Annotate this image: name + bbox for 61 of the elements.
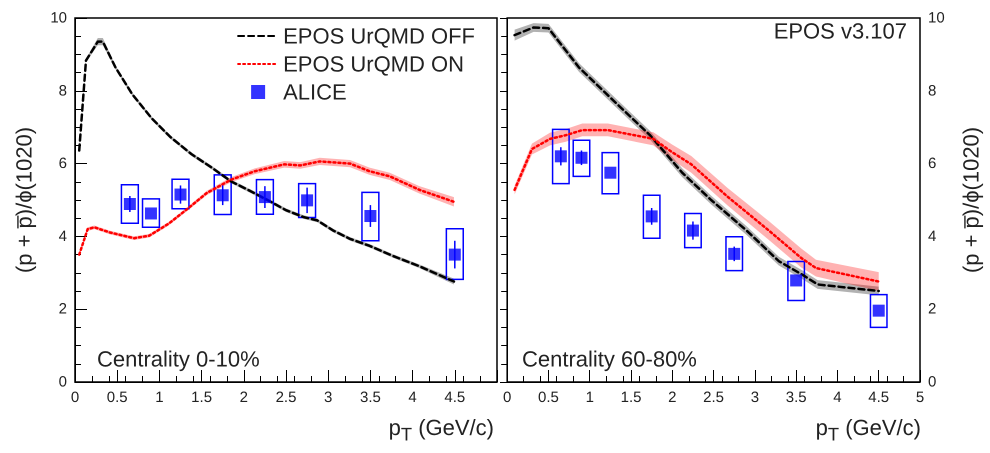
bar bbox=[171, 178, 190, 210]
legend-label: ALICE bbox=[283, 80, 347, 104]
x-tick-label: 1 bbox=[155, 389, 164, 406]
x-tick-label: 2.5 bbox=[276, 389, 296, 406]
bar bbox=[601, 152, 620, 195]
bar bbox=[552, 128, 570, 184]
x-tick-label: 2 bbox=[668, 389, 676, 406]
y-tick-label: 8 bbox=[928, 82, 936, 100]
y-tick-label: 2 bbox=[928, 300, 936, 318]
x-tick-label: 5 bbox=[916, 389, 924, 406]
y-tick-label: 8 bbox=[58, 82, 67, 100]
x-tick-label: 3 bbox=[324, 389, 332, 406]
legend-label: EPOS UrQMD ON bbox=[283, 52, 464, 76]
x-axis-title: p$_{T}$ (GeV/c) bbox=[388, 414, 494, 445]
x-tick-label: 3.5 bbox=[786, 389, 807, 406]
point bbox=[554, 150, 567, 162]
bar bbox=[787, 260, 806, 302]
y-tick-label: 0 bbox=[928, 374, 936, 390]
bar bbox=[214, 174, 232, 216]
bar bbox=[298, 182, 316, 218]
bar bbox=[142, 198, 160, 228]
y-tick-label: 6 bbox=[928, 155, 936, 172]
bar bbox=[120, 184, 140, 224]
y-tick-label: 4 bbox=[58, 228, 67, 245]
x-tick-label: 0.5 bbox=[106, 389, 128, 406]
x-tick-label: 2 bbox=[240, 389, 248, 406]
legend-label: EPOS UrQMD OFF bbox=[283, 24, 476, 48]
y-tick-label: 4 bbox=[928, 228, 936, 245]
x-tick-label: 0 bbox=[70, 389, 80, 406]
bar bbox=[642, 194, 661, 239]
y-tick-label: 6 bbox=[58, 155, 67, 172]
x-tick-label: 4 bbox=[408, 389, 417, 406]
x-tick-label: 4 bbox=[833, 389, 842, 406]
point bbox=[448, 248, 461, 261]
bar bbox=[572, 140, 590, 178]
annotation: Centrality 60-80% bbox=[522, 346, 697, 372]
annotation: EPOS v3.107 bbox=[774, 18, 908, 44]
x-tick-label: 1.5 bbox=[191, 389, 212, 406]
y-tick-label: 0 bbox=[58, 374, 67, 390]
y-tick-label: 2 bbox=[58, 300, 67, 318]
annotation: Centrality 0-10% bbox=[97, 346, 260, 372]
bar bbox=[684, 212, 702, 248]
y-tick-label: 10 bbox=[50, 10, 67, 26]
x-tick-label: 3 bbox=[750, 389, 760, 406]
x-tick-label: 0 bbox=[503, 389, 512, 406]
x-tick-label: 2.5 bbox=[703, 389, 724, 406]
bar bbox=[725, 236, 744, 272]
x-tick-label: 0.5 bbox=[538, 389, 559, 406]
y-axis-title: (p + p̅)/ϕ(1020) bbox=[958, 126, 984, 274]
bar bbox=[361, 192, 380, 242]
x-tick-label: 1 bbox=[586, 389, 594, 406]
bar bbox=[870, 294, 888, 328]
x-tick-label: 4.5 bbox=[868, 389, 890, 406]
y-tick-label: 10 bbox=[928, 10, 945, 26]
x-axis-title: p$_{T}$ (GeV/c) bbox=[816, 414, 921, 445]
y-axis-title: (p + p̅)/ϕ(1020) bbox=[12, 126, 36, 274]
x-tick-label: 4.5 bbox=[444, 389, 466, 406]
bar bbox=[256, 178, 274, 215]
x-tick-label: 3.5 bbox=[360, 389, 381, 406]
x-tick-label: 1.5 bbox=[620, 389, 642, 406]
bar bbox=[446, 228, 464, 280]
